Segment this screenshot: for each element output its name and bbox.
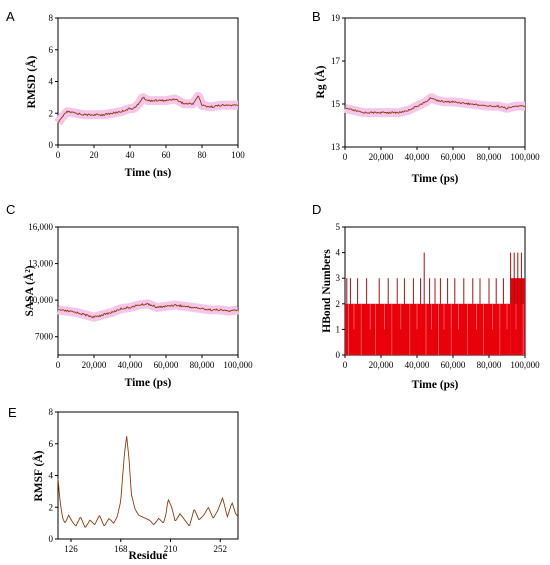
y-tick-label: 16,000: [28, 222, 53, 232]
x-tick-label: 100,000: [510, 360, 540, 370]
plot-frame-a: [57, 17, 239, 146]
panel-d: D 0 20,000 40,000 60,000 80,000 100,000 0 1 2 3 4 5…: [312, 202, 540, 391]
x-tick-label: 210: [164, 544, 178, 554]
x-tick-label: 60,000: [441, 360, 466, 370]
x-axis-title-a: Time (ns): [125, 167, 172, 179]
y-tick-label: 3: [336, 273, 341, 283]
x-tick-label: 0: [56, 150, 61, 160]
x-tick-label: 0: [343, 152, 348, 162]
y-tick-label: 7000: [35, 332, 54, 342]
x-axis-title-e: Residue: [129, 550, 168, 562]
x-tick-label: 80: [198, 150, 208, 160]
x-tick-label: 100,000: [510, 152, 540, 162]
y-tick-label: 6: [49, 45, 54, 55]
x-tick-label: 40,000: [405, 360, 430, 370]
panel-label-d: D: [312, 202, 321, 217]
y-tick-label: 17: [331, 56, 341, 66]
y-tick-label: 2: [49, 108, 54, 118]
y-tick-label: 13,000: [28, 259, 53, 269]
plot-area-a: 0 20 40 60 80 100 0 2 4 6 8: [49, 13, 246, 160]
panel-e: E 126 168 210 252 0 2 4 6 8 Residue RMSF (Å): [8, 405, 239, 562]
y-tick-label: 13: [331, 142, 341, 152]
hbond-baseline-bar: [345, 303, 511, 355]
y-tick-label: 6: [49, 439, 54, 449]
panel-b: B 0 20,000 40,000 60,000 80,000 100,000 13 15 17…: [312, 9, 540, 185]
series-line: [57, 436, 239, 528]
x-tick-label: 40,000: [405, 152, 430, 162]
plot-area-e: 126 168 210 252 0 2 4 6 8: [49, 407, 239, 554]
panel-a: A 0 20 40 60 80 100 0 2 4 6 8 Time (ns) RMSD (Å): [6, 9, 245, 179]
x-tick-label: 20,000: [369, 360, 394, 370]
plot-frame-e: [57, 411, 239, 540]
y-axis-title-a: RMSD (Å): [24, 55, 38, 108]
y-tick-label: 0: [49, 534, 54, 544]
x-tick-label: 100: [231, 150, 245, 160]
y-tick-label: 10,000: [28, 295, 53, 305]
x-tick-label: 20: [90, 150, 100, 160]
panel-label-b: B: [312, 9, 321, 24]
y-axis-title-e: RMSF (Å): [31, 450, 45, 501]
y-axis-title-b: Rg (Å): [313, 65, 327, 98]
panel-label-c: C: [6, 202, 15, 217]
series-line: [344, 97, 526, 115]
y-tick-label: 4: [49, 471, 54, 481]
plot-area-d: 0 20,000 40,000 60,000 80,000 100,000 0 1 2 3 4 5: [336, 222, 541, 370]
x-tick-label: 0: [343, 360, 348, 370]
x-tick-label: 60,000: [441, 152, 466, 162]
y-tick-label: 5: [336, 222, 341, 232]
y-tick-label: 15: [331, 99, 341, 109]
series-line: [57, 95, 239, 123]
series-line: [57, 302, 239, 319]
x-tick-label: 168: [114, 544, 128, 554]
x-tick-label: 40,000: [118, 360, 143, 370]
plot-frame-b: [344, 17, 526, 148]
x-tick-label: 80,000: [190, 360, 215, 370]
x-tick-label: 60: [162, 150, 172, 160]
y-tick-label: 1: [336, 324, 341, 334]
y-tick-label: 19: [331, 13, 341, 23]
plot-area-c: 0 20,000 40,000 60,000 80,000 100,000 7000 10,0…: [28, 222, 253, 370]
x-tick-label: 252: [213, 544, 227, 554]
y-tick-label: 2: [49, 502, 54, 512]
x-tick-label: 126: [64, 544, 78, 554]
plot-area-b: 0 20,000 40,000 60,000 80,000 100,000 13 15 17 19: [331, 13, 540, 162]
x-tick-label: 60,000: [154, 360, 179, 370]
y-tick-label: 2: [336, 299, 341, 309]
panel-c: C 0 20,000 40,000 60,000 80,000 100,000 7000 10…: [6, 202, 253, 389]
x-tick-label: 100,000: [223, 360, 253, 370]
plot-frame-c: [57, 226, 239, 356]
y-axis-title-d: HBond Numbers: [321, 249, 333, 333]
y-tick-label: 0: [49, 140, 54, 150]
x-tick-label: 80,000: [477, 152, 502, 162]
y-tick-label: 0: [336, 350, 341, 360]
panel-label-e: E: [8, 405, 17, 420]
x-tick-label: 20,000: [82, 360, 107, 370]
x-tick-label: 20,000: [369, 152, 394, 162]
x-tick-label: 0: [56, 360, 61, 370]
y-tick-label: 8: [49, 407, 54, 417]
x-axis-title-b: Time (ps): [412, 173, 459, 185]
y-tick-label: 8: [49, 13, 54, 23]
x-tick-label: 80,000: [477, 360, 502, 370]
y-tick-label: 4: [49, 77, 54, 87]
y-tick-label: 4: [336, 248, 341, 258]
x-axis-title-d: Time (ps): [412, 379, 459, 391]
x-axis-title-c: Time (ps): [125, 377, 172, 389]
x-tick-label: 40: [126, 150, 136, 160]
y-axis-title-c: SASA (Å²): [22, 265, 36, 316]
panel-label-a: A: [6, 9, 15, 24]
